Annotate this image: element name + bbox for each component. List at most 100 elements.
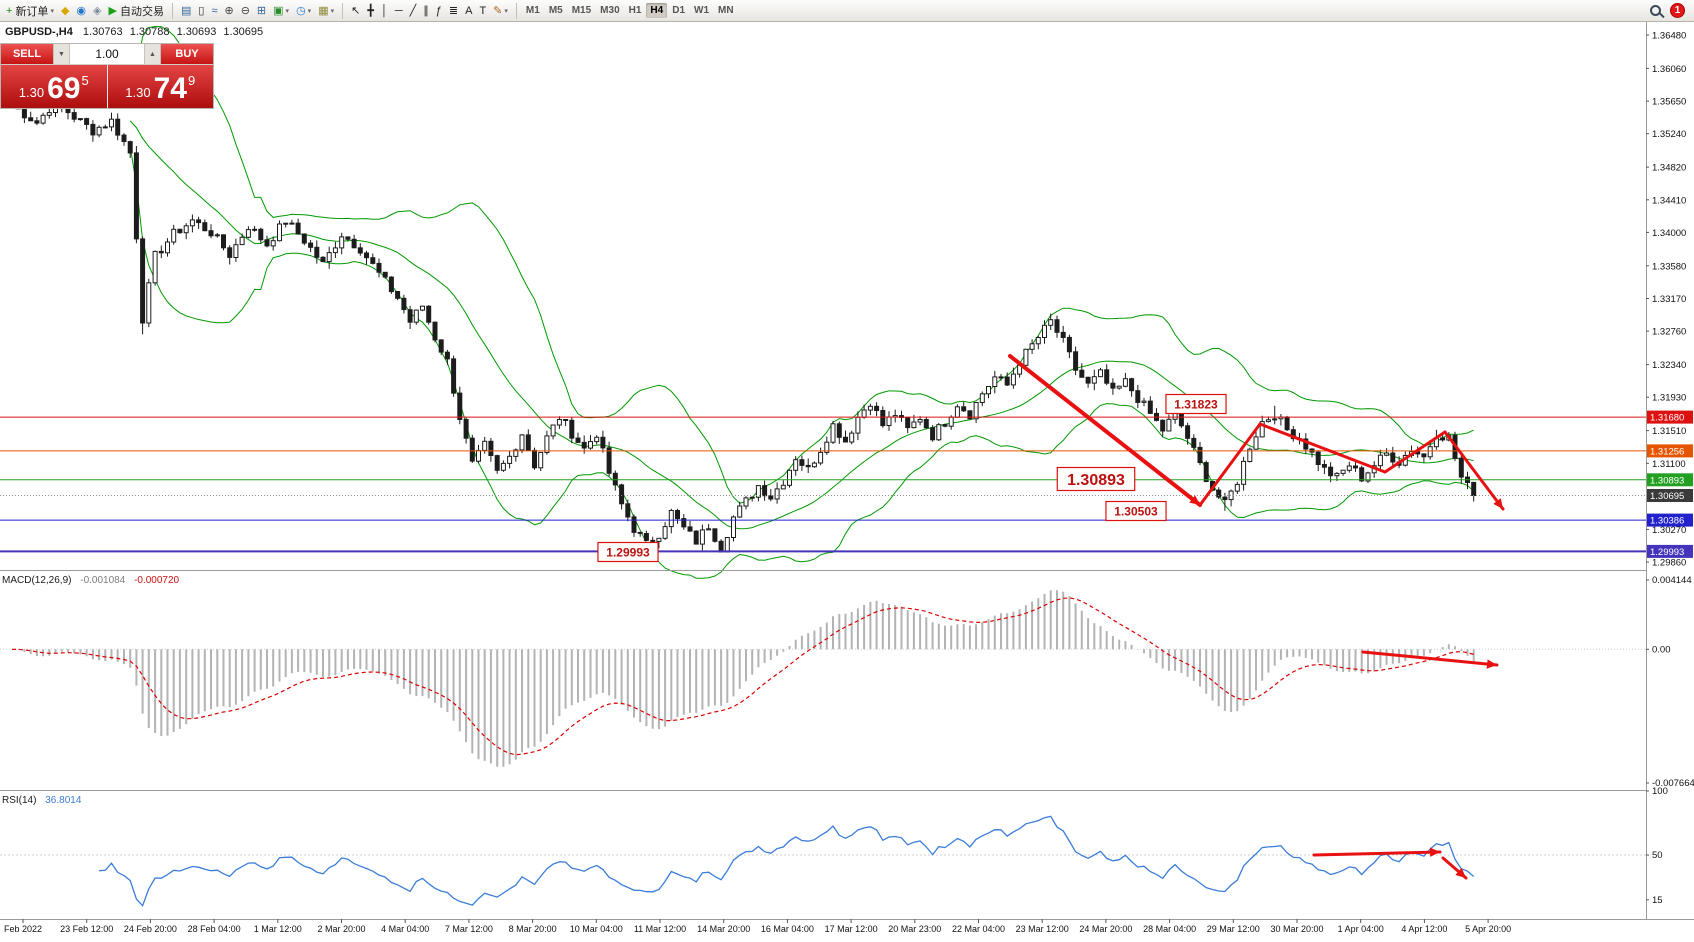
time-label: 10 Mar 04:00: [570, 924, 623, 934]
bollinger-upper-band: [129, 25, 1474, 504]
time-label: 7 Mar 12:00: [445, 924, 493, 934]
timeframe-m15[interactable]: M15: [571, 5, 592, 16]
vertical-line-icon[interactable]: │: [378, 1, 391, 20]
price-tag: [1647, 473, 1693, 487]
time-label: 14 Mar 20:00: [697, 924, 750, 934]
metaeditor-icon: ◆: [60, 4, 70, 17]
price-tag-label: 1.30695: [1650, 491, 1684, 502]
objects-list-icon: ≣: [448, 4, 459, 17]
new-order-button[interactable]: + 新订单 ▾: [3, 1, 57, 20]
chart-canvas[interactable]: 1.36480 1.36060 1.35650 1.35240 1.34820 1.344…: [0, 22, 1694, 942]
price-tick-label: 1.34820: [1652, 163, 1686, 174]
buy-button[interactable]: BUY: [161, 44, 213, 64]
price-tick-label: 1.36060: [1652, 64, 1686, 75]
zoom-out-icon[interactable]: ⊖: [238, 1, 253, 20]
search-icon[interactable]: [1650, 5, 1661, 16]
timeframe-h1[interactable]: H1: [628, 5, 642, 16]
strategy-tester-icon[interactable]: ◉: [73, 1, 89, 20]
volume-increase-button[interactable]: ▲: [144, 44, 161, 64]
periods-icon[interactable]: ◷ ▾: [293, 1, 314, 20]
rsi-axis-label: 100: [1652, 786, 1668, 797]
cursor-icon[interactable]: ↖: [348, 1, 363, 20]
trend-arrow-head: [1429, 847, 1440, 857]
new-chart-icon[interactable]: ▣ ▾: [270, 1, 292, 20]
price-tick-label: 1.33170: [1652, 294, 1686, 305]
metaeditor-icon[interactable]: ◆: [58, 1, 72, 20]
equidistant-channel-icon[interactable]: ∥: [420, 1, 432, 20]
time-label: 8 Mar 20:00: [509, 924, 557, 934]
trend-arrow[interactable]: [1312, 850, 1442, 857]
time-label: 17 Mar 12:00: [825, 924, 878, 934]
timeframe-m30[interactable]: M30: [600, 5, 620, 16]
price-callout[interactable]: [1105, 500, 1167, 522]
sell-price-display[interactable]: 1.30 69 5: [1, 65, 107, 108]
toolbar-separator: [342, 2, 344, 19]
time-label: 11 Mar 12:00: [634, 924, 686, 934]
trend-arrow[interactable]: [1198, 422, 1262, 507]
toolbar-groups: + 新订单 ▾ ◆ ◉ ◈ ▶ 自动交易 ▤ ▯ ≈ ⊕ ⊖ ⊞ ▣ ▾ ◷ ▾ ▦ ▾ ↖ ╋ │ ─ ╱ ∥ ƒ ≣ A T ✎ ▾ M1 M…: [3, 1, 738, 20]
autotrading-button[interactable]: ▶ 自动交易: [106, 1, 167, 20]
price-tick-label: 1.29860: [1652, 558, 1686, 569]
timeframe-w1[interactable]: W1: [694, 5, 710, 16]
crosshair-icon[interactable]: ╋: [364, 1, 377, 20]
volume-decrease-button[interactable]: ▼: [53, 44, 70, 64]
trend-arrow[interactable]: [1383, 430, 1447, 474]
price-tag: [1647, 513, 1693, 527]
sell-button[interactable]: SELL: [1, 44, 53, 64]
timeframe-d1[interactable]: D1: [672, 5, 686, 16]
tile-windows-icon[interactable]: ⊞: [254, 1, 269, 20]
timeframe-h4[interactable]: H4: [646, 3, 668, 18]
macd-axis-label: -0.007664: [1652, 778, 1694, 789]
price-callout[interactable]: [597, 541, 659, 563]
equidistant-channel-icon: ∥: [423, 4, 429, 17]
macd-name: MACD(12,26,9): [2, 575, 72, 586]
time-label: 4 Apr 12:00: [1401, 924, 1447, 934]
arrows-icon[interactable]: ✎ ▾: [490, 1, 511, 20]
text-icon[interactable]: A: [462, 1, 475, 20]
trend-arrow[interactable]: [1361, 650, 1499, 667]
sell-price-prefix: 1.30: [18, 85, 45, 100]
crosshair-icon: ╋: [367, 4, 374, 17]
price-tag-label: 1.31680: [1650, 413, 1684, 424]
trend-arrow-head: [1486, 659, 1497, 669]
macd-signal-line: [11, 597, 1474, 756]
timeframe-m5[interactable]: M5: [548, 5, 563, 16]
options-icon[interactable]: ◈: [90, 1, 104, 20]
volume-input[interactable]: [70, 44, 144, 64]
macd-main-value: -0.001084: [80, 575, 126, 586]
trendline-icon[interactable]: ╱: [407, 1, 420, 20]
macd-histogram: [17, 590, 1475, 767]
time-label: 2 Mar 20:00: [317, 924, 365, 934]
text-icon: A: [465, 4, 473, 17]
trend-arrow[interactable]: [1008, 354, 1202, 507]
timeframe-mn[interactable]: MN: [718, 5, 734, 16]
fibonacci-icon[interactable]: ƒ: [433, 1, 445, 20]
trend-arrow[interactable]: [1443, 430, 1505, 511]
text-label-icon: T: [479, 4, 487, 17]
objects-list-icon[interactable]: ≣: [446, 1, 461, 20]
horizontal-line-icon[interactable]: ─: [392, 1, 406, 20]
arrows-icon: ✎: [493, 4, 503, 17]
bar-chart-icon[interactable]: ▤: [178, 1, 194, 20]
zoom-in-icon[interactable]: ⊕: [221, 1, 236, 20]
price-callout[interactable]: [1165, 393, 1227, 415]
trend-arrow[interactable]: [1258, 422, 1387, 474]
templates-icon[interactable]: ▦ ▾: [315, 1, 337, 20]
price-tick-label: 1.31510: [1652, 426, 1686, 437]
time-label: 28 Mar 04:00: [1143, 924, 1196, 934]
time-label: 24 Mar 20:00: [1079, 924, 1132, 934]
chart-title: GBPUSD-,H4 1.30763 1.30788 1.30693 1.306…: [5, 26, 267, 38]
line-chart-icon[interactable]: ≈: [208, 1, 220, 20]
buy-price-display[interactable]: 1.30 74 9: [107, 65, 213, 108]
time-label: 22 Mar 04:00: [952, 924, 1005, 934]
price-callout[interactable]: [1056, 466, 1136, 492]
time-label: 23 Feb 12:00: [60, 924, 113, 934]
notification-badge[interactable]: 1: [1670, 3, 1685, 18]
time-label: 30 Mar 20:00: [1270, 924, 1323, 934]
timeframe-m1[interactable]: M1: [525, 5, 540, 16]
candlestick-chart-icon[interactable]: ▯: [195, 1, 207, 20]
rsi-indicator-label: RSI(14) 36.8014: [2, 795, 81, 806]
sell-price-big: 69: [47, 72, 81, 105]
text-label-icon[interactable]: T: [476, 1, 489, 20]
